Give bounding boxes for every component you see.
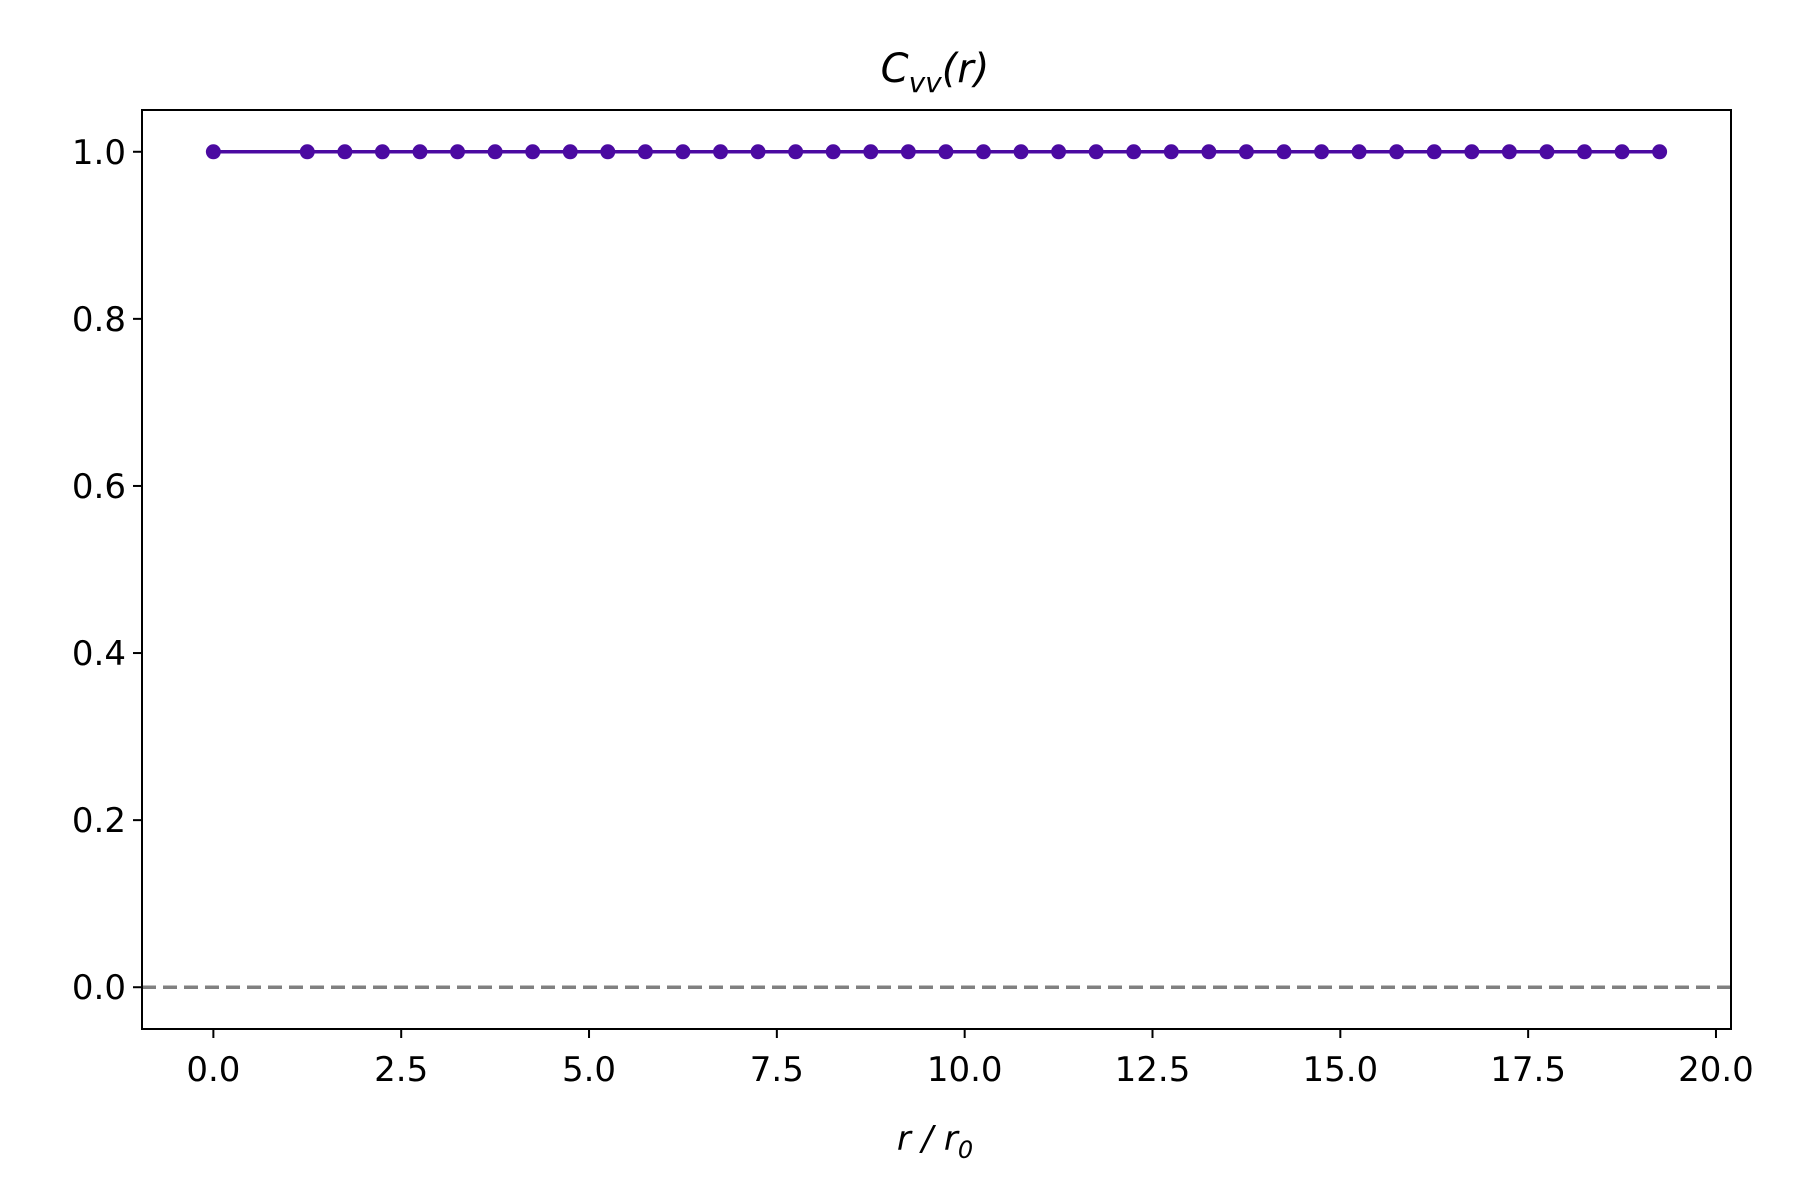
x-tick-label: 12.5 xyxy=(1115,1050,1191,1090)
data-point xyxy=(900,144,916,160)
data-point xyxy=(600,144,616,160)
x-tick-label: 2.5 xyxy=(374,1050,428,1090)
data-point xyxy=(487,144,503,160)
data-point xyxy=(1501,144,1517,160)
data-point xyxy=(337,144,353,160)
data-point xyxy=(1652,144,1668,160)
data-point xyxy=(637,144,653,160)
data-point xyxy=(1126,144,1142,160)
plot-area xyxy=(142,144,1731,989)
y-axis: 0.0 0.2 0.4 0.6 0.8 1.0 xyxy=(72,133,142,1008)
data-point xyxy=(1576,144,1592,160)
data-point xyxy=(1051,144,1067,160)
y-tick-label: 0.2 xyxy=(72,801,126,841)
data-point xyxy=(1464,144,1480,160)
data-point xyxy=(1539,144,1555,160)
data-point xyxy=(1238,144,1254,160)
data-point xyxy=(788,144,804,160)
x-tick-label: 7.5 xyxy=(750,1050,804,1090)
data-point xyxy=(299,144,315,160)
y-tick-label: 0.8 xyxy=(72,300,126,340)
x-tick-label: 5.0 xyxy=(562,1050,616,1090)
y-tick-label: 1.0 xyxy=(72,133,126,173)
data-point xyxy=(1389,144,1405,160)
data-point xyxy=(1276,144,1292,160)
data-point xyxy=(412,144,428,160)
data-point xyxy=(1088,144,1104,160)
data-point xyxy=(1201,144,1217,160)
data-point xyxy=(562,144,578,160)
data-point xyxy=(713,144,729,160)
data-point xyxy=(1314,144,1330,160)
x-tick-label: 15.0 xyxy=(1302,1050,1378,1090)
data-point xyxy=(450,144,466,160)
data-point xyxy=(975,144,991,160)
chart-title-rest: (r) xyxy=(942,46,990,92)
x-tick-label: 10.0 xyxy=(927,1050,1003,1090)
plot-frame xyxy=(141,109,1732,1030)
x-axis-label: r / r0 xyxy=(897,1119,973,1164)
data-point xyxy=(1013,144,1029,160)
data-point xyxy=(1163,144,1179,160)
data-point xyxy=(205,144,221,160)
x-axis-label-main: r / r xyxy=(897,1119,960,1159)
data-point xyxy=(1351,144,1367,160)
y-tick-label: 0.0 xyxy=(72,968,126,1008)
x-tick-label: 17.5 xyxy=(1490,1050,1566,1090)
data-point xyxy=(938,144,954,160)
y-tick-label: 0.4 xyxy=(72,634,126,674)
x-tick-label: 20.0 xyxy=(1678,1050,1754,1090)
chart-title: Cvv(r) xyxy=(881,46,990,99)
x-axis: 0.0 2.5 5.0 7.5 10.0 12.5 15.0 17.5 20.0 xyxy=(186,1029,1754,1090)
data-point xyxy=(1426,144,1442,160)
data-point xyxy=(374,144,390,160)
data-point xyxy=(525,144,541,160)
data-point xyxy=(675,144,691,160)
data-point xyxy=(1614,144,1630,160)
chart-title-sub: vv xyxy=(909,66,943,99)
x-axis-label-sub: 0 xyxy=(958,1136,973,1164)
y-tick-label: 0.6 xyxy=(72,467,126,507)
data-point xyxy=(863,144,879,160)
data-point xyxy=(750,144,766,160)
x-tick-label: 0.0 xyxy=(186,1050,240,1090)
data-point xyxy=(825,144,841,160)
chart-title-main: C xyxy=(881,46,909,92)
